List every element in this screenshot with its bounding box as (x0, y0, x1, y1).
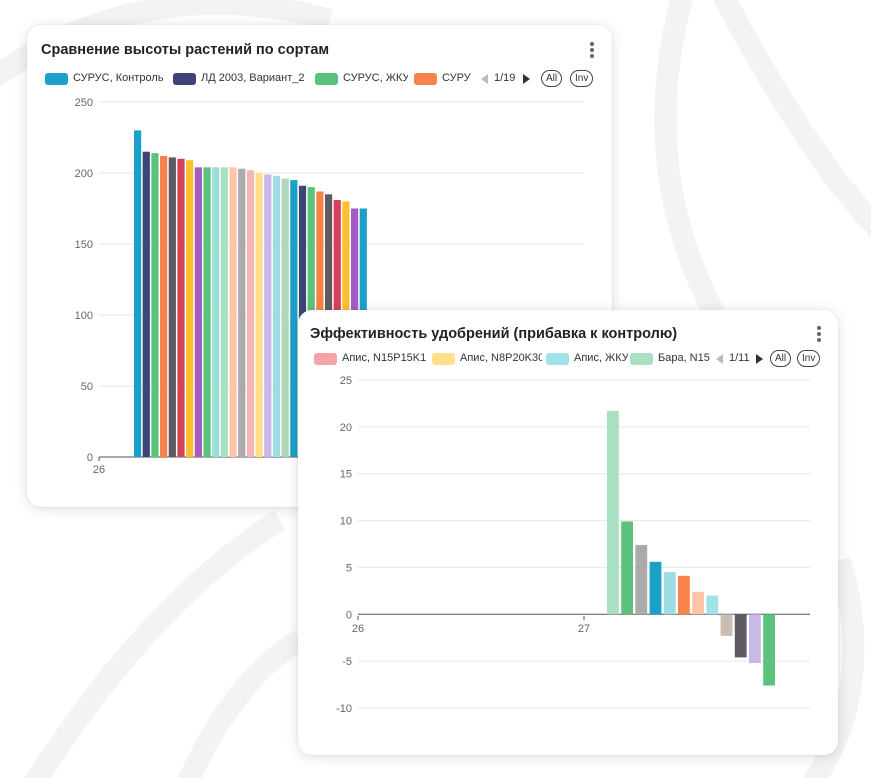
legend-label: СУРУ( (442, 72, 471, 84)
legend-label: СУРУС, Контроль (73, 72, 164, 84)
chart-title: Сравнение высоты растений по сортам (41, 42, 330, 58)
bar (177, 158, 185, 458)
legend-label: Апис, ЖКУ (574, 352, 628, 364)
y-tick-label: -10 (336, 703, 352, 715)
legend-swatch (432, 353, 455, 365)
legend-swatch (173, 73, 196, 85)
bar (720, 614, 733, 636)
bar (142, 151, 150, 457)
bar (238, 168, 246, 458)
bar (255, 173, 263, 457)
y-tick-label: 15 (340, 469, 352, 481)
bar (706, 595, 719, 615)
legend-item[interactable]: Бара, N15I (630, 350, 710, 368)
y-tick-label: 150 (75, 239, 93, 251)
legend-item[interactable]: Апис, ЖКУ (546, 350, 628, 368)
legend-all-button[interactable]: All (541, 70, 563, 87)
y-tick-label: 25 (340, 375, 352, 387)
bar (692, 591, 704, 615)
bar (663, 572, 676, 615)
bar (203, 167, 211, 457)
bar (186, 160, 194, 457)
y-tick-label: 50 (81, 381, 93, 393)
legend-label: Апис, N15P15K15 (342, 352, 427, 364)
bar (621, 521, 633, 615)
bar (763, 614, 775, 686)
y-tick-label: 0 (346, 609, 352, 621)
y-tick-label: 10 (340, 516, 352, 528)
y-tick-label: 0 (87, 452, 93, 464)
bar (220, 167, 228, 457)
y-tick-label: -5 (342, 656, 352, 668)
bar (635, 544, 648, 615)
bar (168, 157, 176, 457)
legend-item[interactable]: СУРУС, ЖКУ (315, 70, 408, 88)
y-tick-label: 100 (75, 310, 93, 322)
legend-page-indicator: 1/11 (729, 352, 750, 364)
legend-label: Апис, N8P20K30 (460, 352, 542, 364)
bar (212, 167, 220, 457)
next-page-icon[interactable] (523, 74, 530, 84)
legend-label: Бара, N15I (658, 352, 710, 364)
legend-label: ЛД 2003, Вариант_2 (201, 72, 305, 84)
prev-page-icon[interactable] (481, 74, 488, 84)
bar (264, 174, 272, 458)
bar (678, 575, 690, 615)
legend-invert-button[interactable]: Inv (570, 70, 594, 87)
legend-swatch (315, 73, 338, 85)
legend-item[interactable]: Апис, N8P20K30 (432, 350, 542, 368)
legend-swatch (630, 353, 653, 365)
legend-swatch (414, 73, 437, 85)
next-page-icon[interactable] (756, 354, 763, 364)
legend-item[interactable]: СУРУС, Контроль (45, 70, 165, 88)
legend-item[interactable]: ЛД 2003, Вариант_2 (173, 70, 307, 88)
bar (134, 130, 142, 457)
legend-all-button[interactable]: All (770, 350, 792, 367)
bar (246, 170, 255, 457)
fertilizer-bar-chart: -10 -5 0 5 10 15 20 25 26 27 (336, 375, 810, 715)
legend-label: СУРУС, ЖКУ (343, 72, 408, 84)
bar (281, 178, 289, 457)
bar (160, 155, 168, 457)
fertilizer-efficiency-chart-card: Эффективность удобрений (прибавка к конт… (298, 310, 838, 755)
x-tick-label: 26 (93, 464, 105, 476)
y-tick-label: 250 (75, 97, 93, 109)
bar (194, 167, 202, 457)
bar (734, 614, 747, 658)
chart-title: Эффективность удобрений (прибавка к конт… (310, 326, 678, 342)
legend-item[interactable]: СУРУ( (414, 70, 471, 88)
bar (649, 561, 662, 615)
legend-swatch (314, 353, 337, 365)
bar (229, 167, 237, 457)
legend-swatch (546, 353, 569, 365)
bar (272, 175, 281, 457)
more-menu-icon[interactable] (587, 41, 597, 59)
legend-page-indicator: 1/19 (494, 72, 516, 84)
x-tick-label: 27 (578, 623, 590, 635)
prev-page-icon[interactable] (716, 354, 723, 364)
bar (290, 180, 298, 457)
x-tick-label: 26 (352, 623, 364, 635)
legend-item[interactable]: Апис, N15P15K15 (314, 350, 427, 368)
y-tick-label: 200 (75, 168, 93, 180)
legend-pager: 1/11 (716, 350, 766, 368)
bar (749, 614, 761, 664)
more-menu-icon[interactable] (814, 325, 824, 343)
legend-invert-button[interactable]: Inv (797, 350, 821, 367)
legend-pager: 1/19 (481, 70, 537, 88)
y-tick-label: 20 (340, 422, 352, 434)
y-tick-label: 5 (346, 562, 352, 574)
legend-swatch (45, 73, 68, 85)
bar (607, 410, 619, 615)
bar (151, 153, 159, 457)
